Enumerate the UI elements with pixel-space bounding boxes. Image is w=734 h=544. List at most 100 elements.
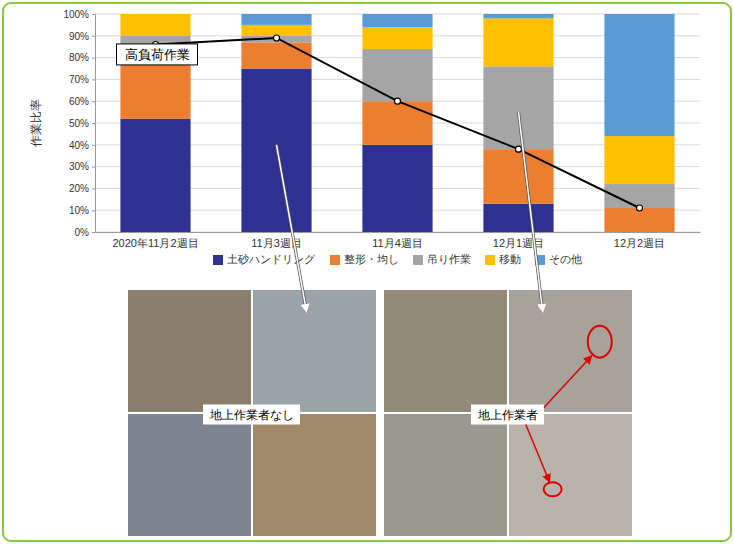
line-marker <box>274 35 280 41</box>
annotation-text: 地上作業者 <box>477 408 538 422</box>
legend-item: その他 <box>535 253 582 266</box>
legend-swatch <box>413 255 423 265</box>
bar-segment <box>362 14 432 27</box>
bar-segment <box>362 27 432 49</box>
link-arrow <box>519 112 543 312</box>
photo <box>384 414 507 536</box>
y-axis-line <box>92 15 96 233</box>
y-tick-label: 60% <box>69 96 89 107</box>
photo <box>384 290 507 412</box>
bar-segment <box>241 14 311 25</box>
legend-swatch <box>485 255 495 265</box>
photo <box>509 290 632 412</box>
y-tick-label: 40% <box>69 140 89 151</box>
annotations: 地上作業者なし 地上作業者 <box>203 112 592 482</box>
y-tick-mark <box>92 58 95 59</box>
y-tick-label: 20% <box>69 183 89 194</box>
bar-segment <box>120 14 190 36</box>
bar-segment <box>483 14 553 18</box>
line-marker <box>637 205 643 211</box>
y-tick-label: 90% <box>69 31 89 42</box>
line-marker <box>395 98 401 104</box>
plot-marks <box>120 14 674 232</box>
y-tick-mark <box>92 210 95 211</box>
legend-item: 移動 <box>485 253 521 266</box>
y-tick: 20% <box>69 183 95 194</box>
figure: 0% 10% 20% 30% 40% 50% 60% 70% 80% 90% 100% 作業比率 202… <box>0 0 734 544</box>
y-tick-label: 80% <box>69 52 89 63</box>
photo <box>509 414 632 536</box>
y-tick: 50% <box>69 118 95 129</box>
y-tick-label: 100% <box>63 9 89 20</box>
y-tick: 10% <box>69 205 95 216</box>
y-tick-mark <box>92 79 95 80</box>
legend-label: その他 <box>549 253 582 266</box>
legend-swatch <box>330 255 340 265</box>
y-tick-label: 10% <box>69 205 89 216</box>
pointer <box>544 356 592 408</box>
bar-segment <box>120 14 190 15</box>
highlight <box>588 326 612 358</box>
frame <box>3 3 731 541</box>
line-marker <box>516 146 522 152</box>
highlight <box>544 482 562 496</box>
annotation-box <box>471 405 544 425</box>
y-tick-label: 50% <box>69 118 89 129</box>
x-tick-label: 2020年11月2週目 <box>112 237 198 249</box>
line-label: 高負荷作業 <box>117 44 198 65</box>
y-tick: 80% <box>69 52 95 63</box>
y-tick: 30% <box>69 161 95 172</box>
bar-segment <box>483 66 553 149</box>
legend-label: 土砂ハンドリング <box>227 253 316 266</box>
photo <box>253 290 376 412</box>
bar-segment <box>120 119 190 232</box>
y-tick-mark <box>92 167 95 168</box>
bar-segment <box>483 149 553 204</box>
annotation: 地上作業者 <box>471 405 544 425</box>
y-tick: 90% <box>69 31 95 42</box>
x-tick: 2020年11月2週目 <box>112 232 198 249</box>
x-axis-line <box>96 232 701 233</box>
annotation: 地上作業者なし <box>203 405 300 425</box>
legend-label: 整形・均し <box>344 253 399 266</box>
x-tick: 11月4週目 <box>372 232 423 249</box>
photo <box>128 290 251 412</box>
y-tick-mark <box>92 232 95 233</box>
annotation-box <box>203 405 300 425</box>
line <box>156 38 640 208</box>
y-tick-mark <box>92 14 95 15</box>
legend-item: 吊り作業 <box>413 253 471 266</box>
link-arrow <box>519 112 543 312</box>
bar-segment <box>362 145 432 232</box>
y-tick-mark <box>92 101 95 102</box>
legend-label: 吊り作業 <box>427 253 471 266</box>
y-tick: 100% <box>63 9 95 20</box>
y-tick: 60% <box>69 96 95 107</box>
x-axis: 2020年11月2週目11月3週目11月4週目12月1週目12月2週目 <box>96 232 701 249</box>
bar-segment <box>483 18 553 66</box>
y-axis: 0% 10% 20% 30% 40% 50% 60% 70% 80% 90% 100% <box>63 9 95 238</box>
photo <box>128 414 251 536</box>
y-tick-label: 70% <box>69 74 89 85</box>
bar-segment <box>604 136 674 184</box>
y-tick-mark <box>92 123 95 124</box>
y-tick-mark <box>92 188 95 189</box>
link-arrow <box>277 145 307 312</box>
y-tick: 0% <box>75 227 95 238</box>
y-axis-title: 作業比率 <box>29 99 43 148</box>
bar-segment <box>241 42 311 68</box>
bar-segment <box>604 14 674 136</box>
line-label-text: 高負荷作業 <box>125 47 190 62</box>
y-tick-label: 0% <box>75 227 90 238</box>
annotation-text: 地上作業者なし <box>209 408 294 422</box>
bar-segment <box>483 204 553 232</box>
y-tick: 70% <box>69 74 95 85</box>
bar-segment <box>241 25 311 36</box>
legend-item: 土砂ハンドリング <box>213 253 316 266</box>
bar-segment <box>362 101 432 145</box>
link-arrow <box>277 145 307 312</box>
x-tick-label: 12月2週目 <box>614 237 665 249</box>
bar-segment <box>120 45 190 119</box>
y-tick-mark <box>92 145 95 146</box>
photos <box>128 290 632 536</box>
